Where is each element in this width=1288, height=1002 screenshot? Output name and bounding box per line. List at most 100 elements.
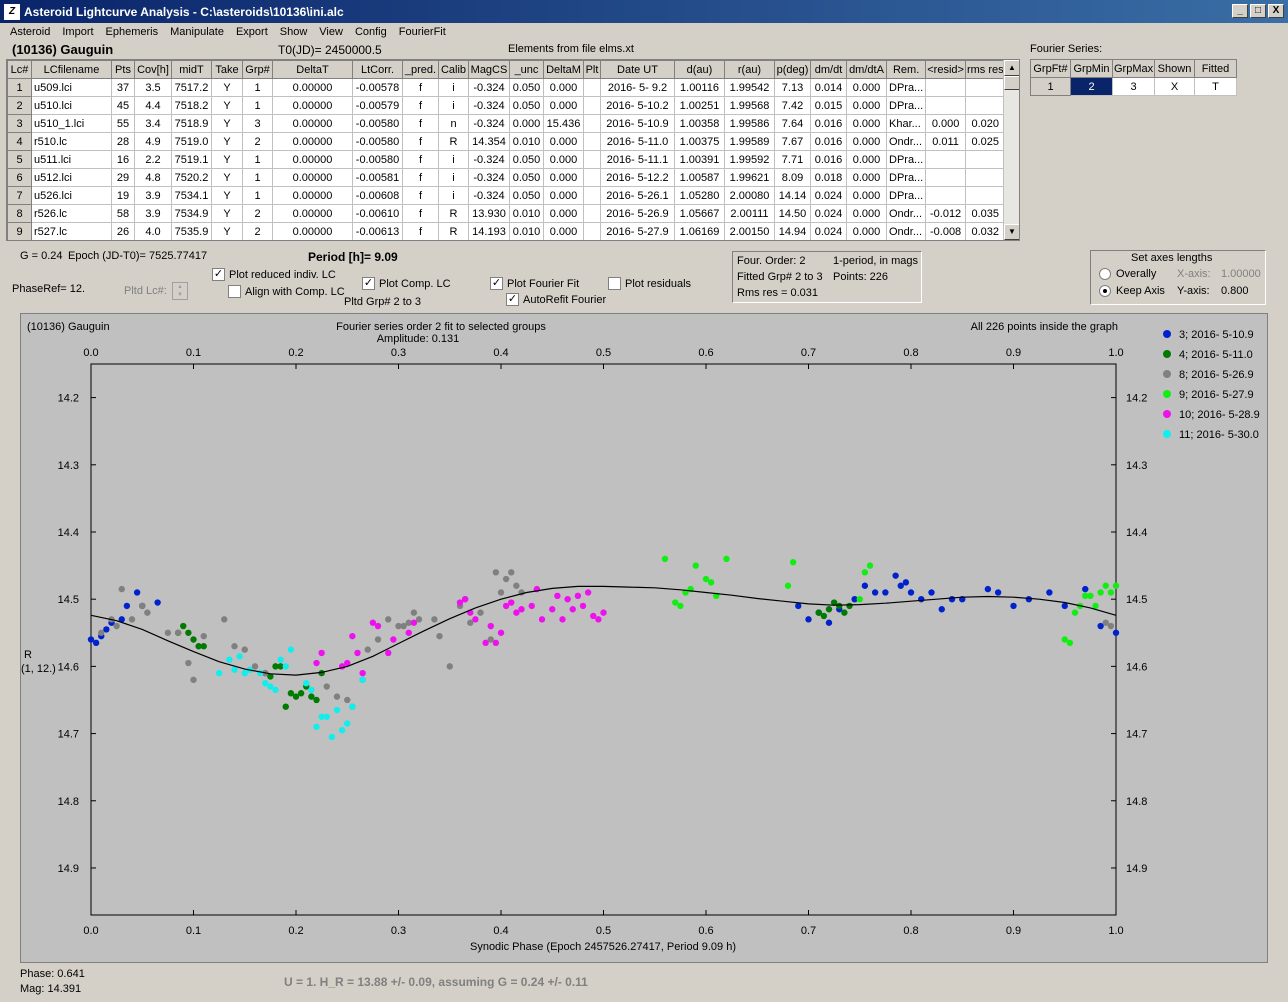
table-cell[interactable]: -0.00580 <box>352 114 403 133</box>
column-header[interactable]: Cov[h] <box>134 60 172 79</box>
table-cell[interactable]: 3 <box>7 114 32 133</box>
table-cell[interactable]: f <box>402 168 439 187</box>
table-cell[interactable]: 0.050 <box>509 168 544 187</box>
menu-asteroid[interactable]: Asteroid <box>10 26 51 38</box>
table-cell[interactable]: 28 <box>111 132 135 151</box>
table-cell[interactable]: -0.00578 <box>352 78 403 97</box>
table-cell[interactable]: Y <box>211 204 243 223</box>
keep-axis-radio[interactable]: Keep Axis <box>1099 285 1165 297</box>
table-row[interactable]: 7 u526.lci 19 3.9 7534.1 Y 1 0.00000 -0.00608 f i -… <box>7 186 1006 205</box>
table-cell[interactable]: r526.lc <box>31 204 112 223</box>
table-cell[interactable]: R <box>438 222 469 240</box>
table-cell[interactable]: DPra... <box>885 168 927 187</box>
column-header[interactable]: r(au) <box>724 60 775 79</box>
table-cell[interactable]: 0.010 <box>509 204 544 223</box>
table-cell[interactable] <box>583 150 601 169</box>
table-cell[interactable] <box>583 114 601 133</box>
fourier-cell-grpmax[interactable]: 3 <box>1112 77 1155 96</box>
fourier-column-header[interactable]: Shown <box>1154 59 1195 78</box>
fourier-cell-grpmin[interactable]: 2 <box>1070 77 1113 96</box>
table-cell[interactable]: 2.00150 <box>724 222 775 240</box>
table-cell[interactable] <box>925 78 966 97</box>
table-cell[interactable]: Ondr... <box>885 132 927 151</box>
table-cell[interactable]: 0.00000 <box>272 150 353 169</box>
table-cell[interactable]: 7.67 <box>774 132 811 151</box>
column-header[interactable]: MagCS <box>468 60 510 79</box>
table-cell[interactable]: 0.000 <box>543 186 584 205</box>
table-row[interactable]: 3 u510_1.lci 55 3.4 7518.9 Y 3 0.00000 -0.00580 f… <box>7 114 1006 133</box>
table-cell[interactable] <box>583 204 601 223</box>
table-cell[interactable]: 16 <box>111 150 135 169</box>
table-cell[interactable]: Khar... <box>885 114 927 133</box>
table-cell[interactable]: 1 <box>242 186 273 205</box>
table-cell[interactable]: 14.14 <box>774 186 811 205</box>
autorefit-checkbox[interactable]: ✓ AutoRefit Fourier <box>506 293 606 306</box>
minimize-button[interactable]: _ <box>1232 4 1248 18</box>
table-cell[interactable]: 0.000 <box>543 150 584 169</box>
table-cell[interactable] <box>925 150 966 169</box>
menu-ephemeris[interactable]: Ephemeris <box>105 26 159 38</box>
table-cell[interactable] <box>925 96 966 115</box>
table-cell[interactable] <box>964 186 1006 205</box>
table-cell[interactable]: 1.00358 <box>674 114 725 133</box>
table-cell[interactable]: R <box>438 132 469 151</box>
table-cell[interactable]: u512.lci <box>31 168 112 187</box>
table-cell[interactable]: u510_1.lci <box>31 114 112 133</box>
table-cell[interactable]: 0.020 <box>964 114 1006 133</box>
table-cell[interactable]: -0.00580 <box>352 150 403 169</box>
table-cell[interactable]: -0.012 <box>925 204 966 223</box>
menu-show[interactable]: Show <box>279 26 308 38</box>
table-cell[interactable]: 0.000 <box>846 204 887 223</box>
table-cell[interactable]: f <box>402 186 439 205</box>
table-cell[interactable]: 2.00080 <box>724 186 775 205</box>
column-header[interactable]: LtCorr. <box>352 60 403 79</box>
table-cell[interactable]: -0.00608 <box>352 186 403 205</box>
table-cell[interactable]: 4.0 <box>134 222 172 240</box>
table-cell[interactable]: 8 <box>7 204 32 223</box>
column-header[interactable]: <resid> <box>925 60 966 79</box>
table-cell[interactable]: 0.000 <box>846 114 887 133</box>
fourier-row[interactable]: 1 2 3 X T <box>1030 77 1237 96</box>
column-header[interactable]: Plt <box>583 60 601 79</box>
table-cell[interactable]: 2 <box>7 96 32 115</box>
table-cell[interactable]: 13.930 <box>468 204 510 223</box>
table-cell[interactable]: u509.lci <box>31 78 112 97</box>
table-cell[interactable] <box>583 78 601 97</box>
table-cell[interactable]: Y <box>211 168 243 187</box>
table-cell[interactable]: 1.00375 <box>674 132 725 151</box>
table-cell[interactable]: n <box>438 114 469 133</box>
table-cell[interactable]: 19 <box>111 186 135 205</box>
table-cell[interactable]: 1 <box>242 78 273 97</box>
column-header[interactable]: Rem. <box>885 60 927 79</box>
scroll-thumb[interactable] <box>1004 76 1019 90</box>
table-cell[interactable]: -0.00610 <box>352 204 403 223</box>
table-cell[interactable]: 0.010 <box>509 132 544 151</box>
table-cell[interactable]: 7519.1 <box>171 150 212 169</box>
table-cell[interactable]: 2016- 5-26.1 <box>600 186 675 205</box>
table-cell[interactable]: 0.014 <box>810 78 847 97</box>
table-cell[interactable] <box>964 96 1006 115</box>
scroll-up-arrow-icon[interactable]: ▲ <box>1004 60 1019 76</box>
table-cell[interactable]: 7.13 <box>774 78 811 97</box>
menu-export[interactable]: Export <box>235 26 268 38</box>
column-header[interactable]: dm/dt <box>810 60 847 79</box>
table-cell[interactable]: 37 <box>111 78 135 97</box>
table-row[interactable]: 9 r527.lc 26 4.0 7535.9 Y 2 0.00000 -0.00613 f R 14… <box>7 222 1006 240</box>
column-header[interactable]: _unc <box>509 60 544 79</box>
table-cell[interactable]: i <box>438 96 469 115</box>
table-cell[interactable]: 3.5 <box>134 78 172 97</box>
table-cell[interactable]: 2016- 5-27.9 <box>600 222 675 240</box>
table-cell[interactable]: Y <box>211 150 243 169</box>
table-cell[interactable]: Ondr... <box>885 204 927 223</box>
table-cell[interactable]: 1.00251 <box>674 96 725 115</box>
table-cell[interactable]: 0.016 <box>810 114 847 133</box>
table-cell[interactable]: 1.99568 <box>724 96 775 115</box>
table-cell[interactable]: i <box>438 186 469 205</box>
table-cell[interactable]: 0.000 <box>543 96 584 115</box>
table-cell[interactable]: f <box>402 222 439 240</box>
lightcurve-chart[interactable]: 0.0 0.0 0.1 0.1 0.2 0.2 0.3 0.3 0.4 0.4 0.5 0.5 0.6 0… <box>21 314 1267 962</box>
table-cell[interactable] <box>964 168 1006 187</box>
table-cell[interactable]: 55 <box>111 114 135 133</box>
column-header[interactable]: p(deg) <box>774 60 811 79</box>
table-cell[interactable]: 4.8 <box>134 168 172 187</box>
